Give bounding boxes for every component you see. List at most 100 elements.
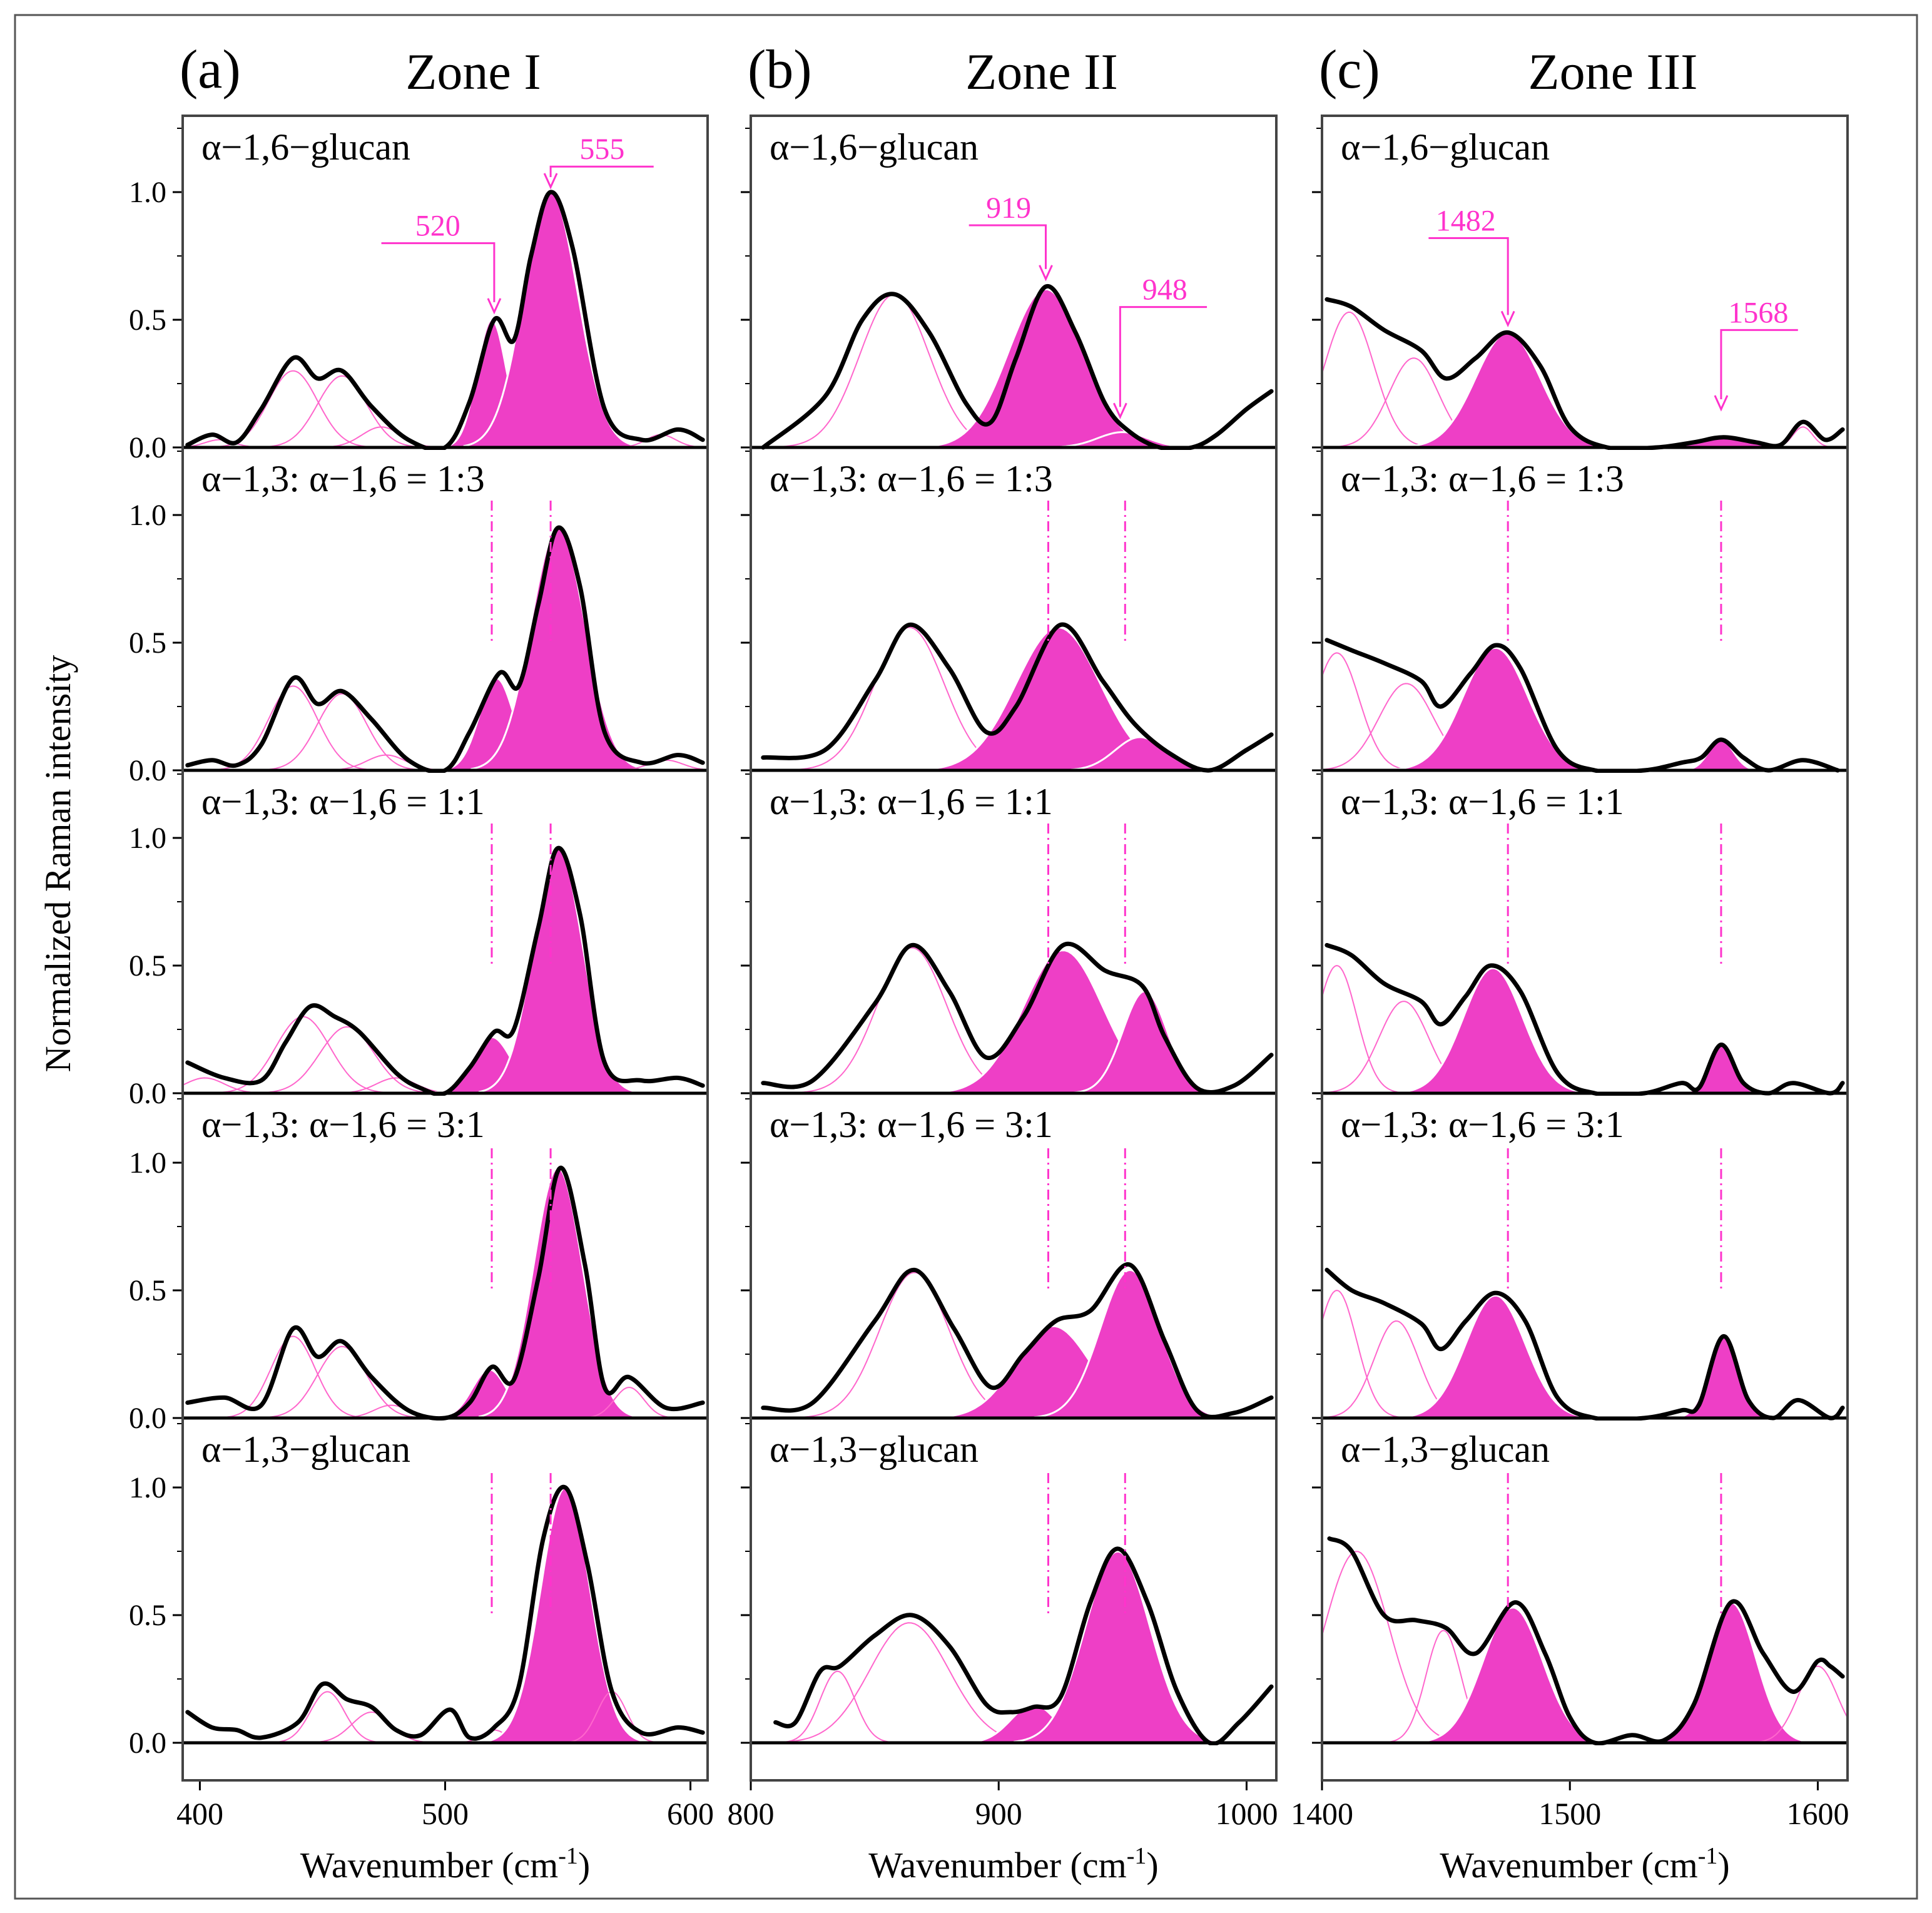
subplot-3: α−1,3: α−1,6 = 1:1 — [741, 773, 1276, 1095]
callout-2: 948 — [1113, 273, 1208, 419]
x-tick-label: 900 — [975, 1796, 1022, 1831]
filled-peak-4 — [1650, 1601, 1810, 1744]
x-tick-label: 800 — [728, 1796, 775, 1831]
x-tick-label: 1400 — [1291, 1796, 1353, 1831]
subplot-label: α−1,3: α−1,6 = 1:1 — [1341, 781, 1624, 822]
zone-title: Zone III — [1528, 43, 1698, 100]
y-tick-label: 1.0 — [129, 176, 166, 209]
y-tick-label: 0.0 — [129, 431, 166, 464]
subplot-label: α−1,3: α−1,6 = 1:1 — [770, 781, 1053, 822]
subplot-label: α−1,3: α−1,6 = 1:3 — [201, 458, 485, 499]
spectrum-envelope — [761, 622, 1274, 773]
filled-peak-4 — [1675, 1335, 1771, 1419]
y-tick-label: 0.5 — [129, 1599, 166, 1632]
callout-line — [1720, 329, 1798, 399]
plot-area — [773, 1546, 1274, 1745]
spectrum-envelope — [761, 941, 1274, 1094]
x-tick-label: 1500 — [1538, 1796, 1601, 1831]
spectrum-envelope — [185, 845, 705, 1096]
callout-arrow — [1039, 265, 1053, 282]
fit-peak-1 — [272, 1691, 382, 1743]
zone-title: Zone II — [965, 43, 1118, 100]
fit-peak-1 — [781, 1670, 892, 1743]
x-tick-label: 1600 — [1786, 1796, 1849, 1831]
callout-label: 919 — [986, 191, 1031, 225]
subplot-4: α−1,3: α−1,6 = 3:1 0.0 0.5 1.0 — [129, 1098, 708, 1435]
subplot-label: α−1,3−glucan — [201, 1429, 410, 1470]
x-tick-label: 500 — [422, 1796, 469, 1831]
x-axis-label-main: Wavenumber (cm — [868, 1845, 1126, 1885]
subplot-3: α−1,3: α−1,6 = 1:1 — [1312, 773, 1848, 1096]
subplot-2: α−1,3: α−1,6 = 1:3 0.0 0.5 1.0 — [129, 451, 708, 787]
callout-label: 555 — [579, 133, 624, 166]
callout-label: 1568 — [1728, 296, 1788, 329]
outer-border — [14, 14, 1918, 1900]
panel-frame — [750, 115, 1278, 1782]
y-tick-label: 1.0 — [129, 499, 166, 532]
plot-area — [1322, 1536, 1848, 1745]
callout-label: 520 — [415, 210, 460, 243]
plot-area — [183, 845, 705, 1096]
filled-peak-3 — [1403, 331, 1610, 449]
plot-area — [185, 1484, 705, 1744]
y-tick-label: 0.5 — [129, 626, 166, 660]
panel-letter: (a) — [180, 39, 241, 100]
x-axis-label-main: Wavenumber (cm — [1440, 1845, 1697, 1885]
y-tick-label: 0.5 — [129, 304, 166, 337]
x-axis-label-main: Wavenumber (cm — [300, 1845, 558, 1885]
fit-peak-2 — [214, 370, 370, 448]
plot-area — [761, 622, 1274, 773]
x-axis-label-sup: -1 — [1698, 1843, 1718, 1869]
subplot-label: α−1,3: α−1,6 = 1:3 — [1341, 458, 1624, 499]
subplot-label: α−1,3−glucan — [770, 1429, 979, 1470]
filled-peak-3 — [1396, 967, 1587, 1094]
subplot-label: α−1,6−glucan — [201, 126, 410, 168]
fit-peak-2 — [263, 693, 419, 771]
fit-peak-5 — [1754, 1665, 1848, 1743]
fit-peak-1 — [214, 685, 370, 771]
x-axis-label-close: ) — [1717, 1845, 1729, 1885]
callout-label: 948 — [1142, 273, 1187, 307]
fit-peak-1 — [783, 293, 1004, 447]
filled-peak-3 — [1399, 1294, 1590, 1419]
fit-peak-1 — [1322, 311, 1427, 447]
spectrum-envelope — [1324, 942, 1845, 1096]
callout-1: 520 — [381, 210, 502, 315]
panel-2: (b) Zone II 800 900 1000 Wavenumber (cm-1) α−1… — [728, 39, 1278, 1885]
subplot-5: α−1,3−glucan — [1312, 1423, 1848, 1745]
y-tick-label: 1.0 — [129, 1146, 166, 1180]
filled-peak-3 — [1034, 1268, 1224, 1419]
subplot-label: α−1,3: α−1,6 = 3:1 — [770, 1104, 1053, 1145]
x-axis-label-sup: -1 — [558, 1843, 578, 1869]
subplot-label: α−1,6−glucan — [770, 126, 979, 168]
callout-label: 1482 — [1436, 204, 1496, 237]
plot-area — [761, 1262, 1274, 1419]
y-axis-label: Normalized Raman intensity — [38, 655, 78, 1073]
callout-line — [1428, 237, 1509, 315]
y-tick-label: 0.0 — [129, 1727, 166, 1760]
subplot-1: α−1,6−glucan 0.0 0.5 1.0 520 555 — [129, 126, 708, 464]
spectrum-envelope — [1324, 297, 1845, 450]
fit-peak-2 — [263, 1345, 419, 1419]
fit-peak-1 — [1322, 652, 1407, 770]
spectrum-envelope — [1324, 1267, 1845, 1421]
y-tick-label: 1.0 — [129, 822, 166, 855]
callout-line — [381, 242, 496, 302]
fit-peak-6 — [582, 1387, 676, 1419]
callout-1: 1482 — [1428, 204, 1515, 327]
subplot-label: α−1,6−glucan — [1341, 126, 1550, 168]
subplot-5: α−1,3−glucan 0.0 0.5 1.0 — [129, 1423, 708, 1760]
subplot-4: α−1,3: α−1,6 = 3:1 — [1312, 1098, 1848, 1421]
x-axis-label: Wavenumber (cm-1) — [300, 1843, 590, 1885]
fit-peak-1 — [183, 1077, 267, 1094]
spectrum-envelope — [185, 1484, 705, 1741]
fit-peak-1 — [1322, 965, 1400, 1093]
spectrum-envelope — [761, 1262, 1274, 1419]
subplot-2: α−1,3: α−1,6 = 1:3 — [741, 451, 1276, 773]
x-axis-label: Wavenumber (cm-1) — [1440, 1843, 1729, 1885]
filled-peak-3 — [1391, 646, 1598, 772]
panel-letter: (b) — [748, 39, 812, 100]
